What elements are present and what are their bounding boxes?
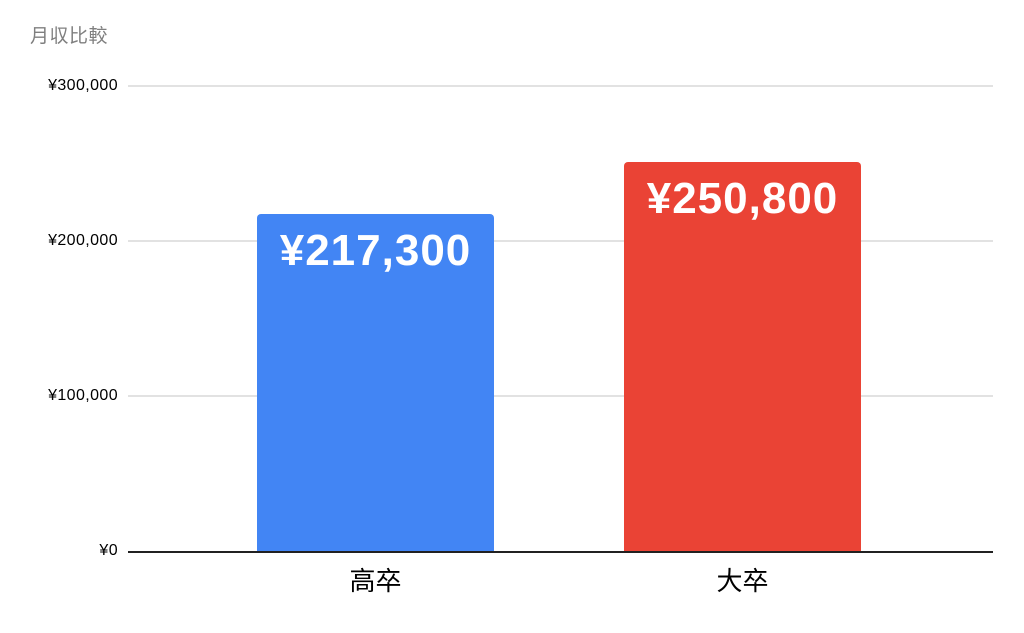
chart-title: 月収比較 xyxy=(30,26,109,47)
gridline xyxy=(128,240,993,242)
y-axis-tick-label: ¥0 xyxy=(99,542,118,559)
bar-value-label: ¥217,300 xyxy=(279,226,472,276)
bar[interactable]: ¥217,300 xyxy=(257,214,494,551)
x-axis-line xyxy=(128,551,993,553)
gridline xyxy=(128,85,993,87)
x-axis-category-label: 高卒 xyxy=(349,566,402,596)
bar-value-label: ¥250,800 xyxy=(646,174,839,224)
y-axis-tick-label: ¥200,000 xyxy=(48,232,118,249)
x-axis-category-label: 大卒 xyxy=(716,566,769,596)
y-axis-tick-label: ¥100,000 xyxy=(48,387,118,404)
y-axis-tick-label: ¥300,000 xyxy=(48,77,118,94)
gridline xyxy=(128,395,993,397)
bar[interactable]: ¥250,800 xyxy=(624,162,861,551)
